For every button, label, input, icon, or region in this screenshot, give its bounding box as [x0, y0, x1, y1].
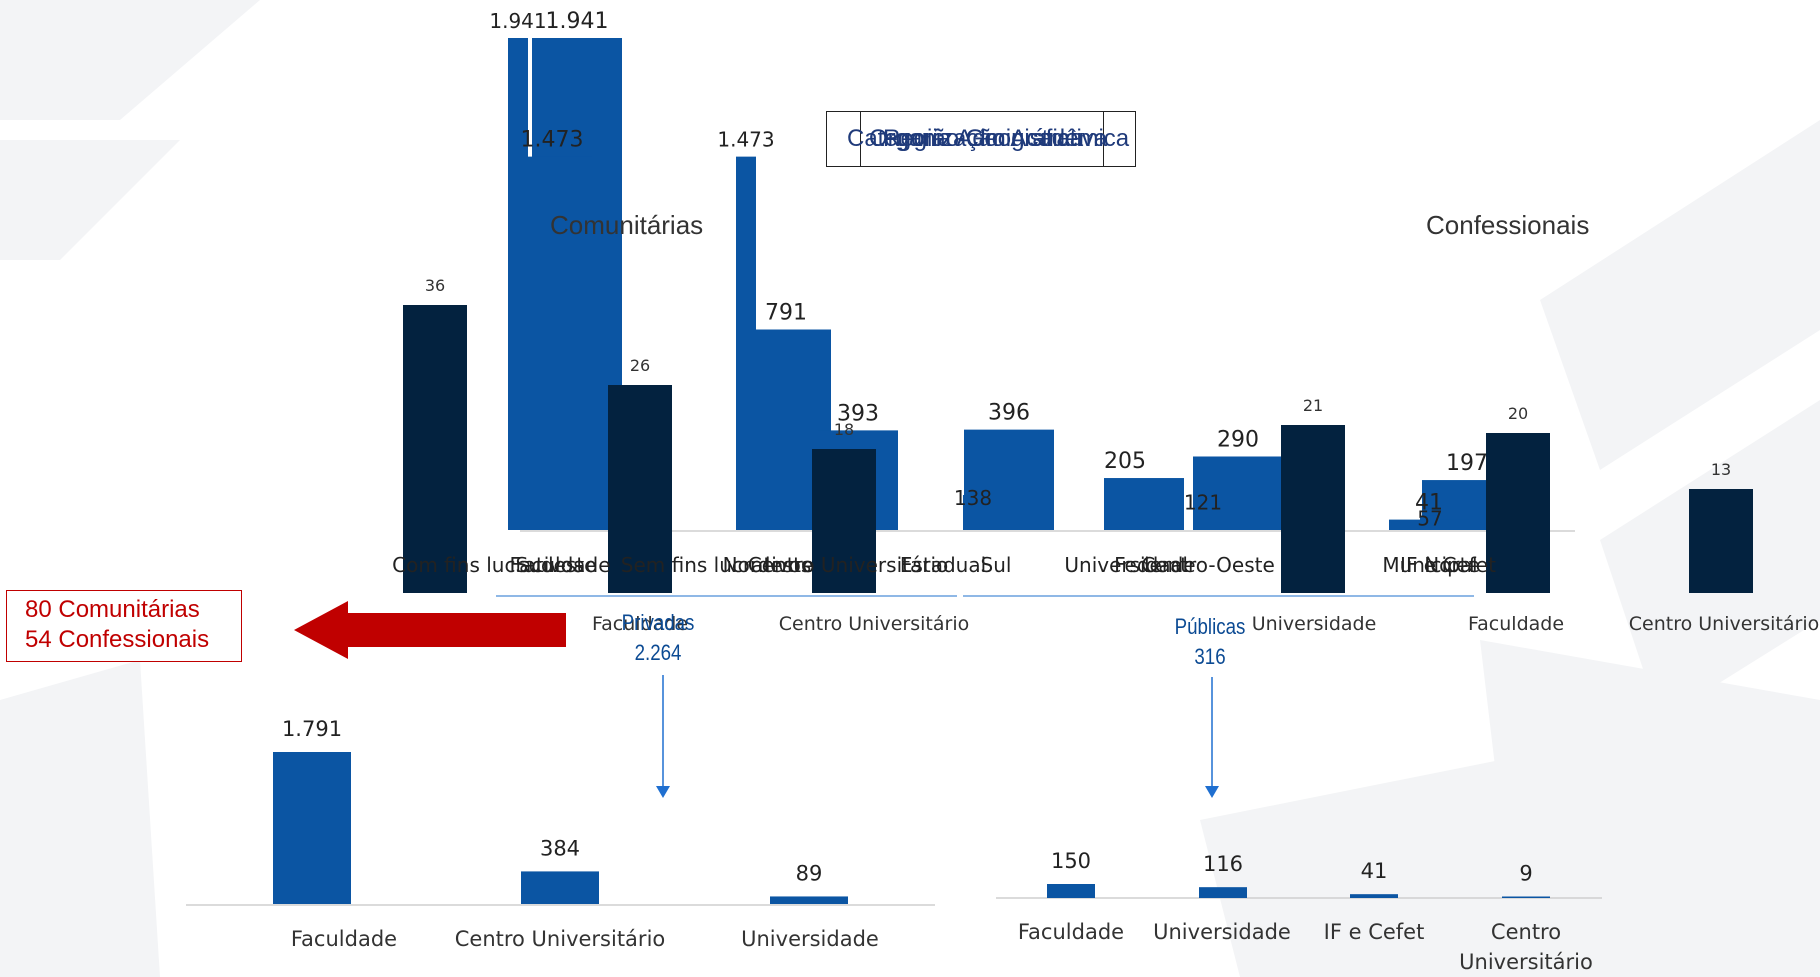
publicas-label: Públicas 316: [1159, 612, 1261, 672]
top-category-label-2-1: Centro Universitário: [748, 553, 949, 577]
confessionais-value-label-2: 13: [1711, 460, 1731, 479]
top-category-label-2-2: Universidade: [1064, 553, 1195, 577]
categoria-value-label-2: 121: [1184, 490, 1222, 514]
arrows: [294, 601, 1219, 798]
top-category-label-0-3: Estadual: [900, 553, 986, 577]
categoria-value-label-0: 1.941: [489, 9, 546, 33]
publicas-value-label-1: 116: [1203, 852, 1243, 876]
publicas-category-label-3b: Universitário: [1459, 950, 1593, 974]
comunitarias-value-label-2: 18: [834, 420, 854, 439]
publicas-bar-0: [1047, 884, 1095, 898]
privadas-bar-2: [770, 896, 848, 904]
confessionais-category-label-2: Centro Universitário: [1629, 613, 1819, 635]
confessionais-category-label-1: Faculdade: [1468, 613, 1564, 635]
confessionais-bar-0: [1281, 425, 1345, 593]
regiao-value-label-0: 1.941: [546, 9, 609, 34]
organizacao-value-label-2: 205: [1104, 449, 1146, 474]
top-category-label-0-1: Sem fins lucrativos: [621, 553, 812, 577]
categoria-value-label-1: 1.473: [717, 128, 774, 152]
regiao-value-label-3: 290: [1217, 427, 1259, 452]
categoria-bar-2: [1193, 499, 1213, 530]
confessionais-value-label-1: 20: [1508, 404, 1528, 423]
categoria-bar-0: [508, 38, 528, 530]
publicas-bar-3: [1502, 896, 1550, 898]
categoria-bar-1: [736, 156, 756, 531]
comunitarias-bar-2: [812, 449, 876, 593]
confessionais-bar-1: [1486, 433, 1550, 593]
legend-title-box: Categoria Administrativa Organização Aca…: [826, 111, 1136, 167]
top-category-label-2-0: Faculdade: [509, 553, 610, 577]
comunitarias-value-label-1: 26: [630, 356, 650, 375]
group-title-confessionais: Confessionais: [1426, 210, 1590, 240]
publicas-value-label-0: 150: [1051, 849, 1091, 873]
legend-title-2: Região Geográfica: [883, 125, 1084, 152]
note-box: 80 Comunitárias 54 Confessionais: [6, 590, 242, 662]
privadas-bar-1: [521, 871, 599, 904]
privadas-value-label-1: 384: [540, 836, 580, 860]
regiao-value-label-1: 791: [765, 300, 807, 325]
top-category-label-1-1: Nordeste: [723, 553, 814, 577]
comunitarias-category-label-2: Centro Universitário: [779, 613, 969, 635]
privadas-bar-0: [273, 752, 351, 904]
red-left-arrow: [294, 601, 566, 659]
privadas-value-label-2: 89: [796, 861, 823, 885]
labels: 1.941 791 396 290 197 1.473 393 205 41 1.941 1.473…: [282, 9, 1819, 974]
privadas-arrow-head: [656, 786, 670, 798]
comunitarias-bar-1: [608, 385, 672, 593]
regiao-value-label-4: 197: [1446, 451, 1488, 476]
legend-title-0: Categoria Administrativa: [847, 125, 1108, 152]
categoria-bar-3: [963, 495, 983, 530]
privadas-category-label-1: Centro Universitário: [455, 927, 666, 951]
top-category-label-2-3: IF e Cefet: [1400, 553, 1496, 577]
privadas-label: Privadas 2.264: [607, 608, 709, 668]
publicas-bar-2: [1350, 894, 1398, 898]
categoria-bar-4: [1420, 515, 1440, 530]
group-title-comunitarias: Comunitárias: [550, 210, 704, 240]
legend-title-1: Organização Acadêmica: [869, 125, 1130, 152]
top-category-label-1-4: Norte: [1424, 553, 1480, 577]
privadas-title: Privadas: [621, 610, 695, 635]
privadas-value-label-0: 1.791: [282, 717, 342, 741]
top-category-label-1-3: Centro-Oeste: [1141, 553, 1275, 577]
confessionais-category-label-0: Universidade: [1252, 613, 1377, 635]
publicas-bar-1: [1199, 887, 1247, 898]
organizacao-value-label-3: 41: [1415, 491, 1443, 516]
axes: [186, 530, 1602, 906]
bars: [273, 38, 1753, 904]
publicas-category-label-0: Faculdade: [1018, 920, 1124, 944]
comunitarias-bar-0: [403, 305, 467, 593]
privadas-category-label-0: Faculdade: [291, 927, 397, 951]
publicas-category-label-2: IF e Cefet: [1324, 920, 1425, 944]
privadas-category-label-2: Universidade: [741, 927, 879, 951]
publicas-title: Públicas: [1174, 614, 1246, 639]
top-category-label-0-2: Federal: [1114, 553, 1188, 577]
comunitarias-category-label-1: Faculdade: [592, 613, 688, 635]
top-category-label-0-4: Municipal: [1382, 553, 1477, 577]
legend-title-inner-box: [860, 111, 1104, 167]
categoria-value-label-4: 57: [1417, 507, 1442, 531]
publicas-value-label-3: 9: [1519, 862, 1532, 886]
organizacao-bar-2: [1104, 478, 1184, 530]
organizacao-value-label-1: 393: [837, 401, 879, 426]
note-line-2: 54 Confessionais: [25, 626, 210, 653]
top-category-label-0-0: Com fins lucrativos: [392, 553, 584, 577]
top-category-label-1-0: Sudeste: [516, 553, 597, 577]
publicas-category-label-1: Universidade: [1153, 920, 1291, 944]
publicas-value-label-2: 41: [1361, 859, 1388, 883]
privadas-total: 2.264: [634, 640, 682, 665]
organizacao-value-label-0: 1.473: [521, 128, 584, 153]
note-line-1: 80 Comunitárias: [25, 596, 200, 623]
confessionais-bar-2: [1689, 489, 1753, 593]
publicas-arrow-head: [1205, 786, 1219, 798]
comunitarias-value-label-0: 36: [425, 276, 445, 295]
categoria-value-label-3: 138: [954, 486, 992, 510]
confessionais-value-label-0: 21: [1303, 396, 1323, 415]
publicas-total: 316: [1194, 644, 1226, 669]
top-category-label-1-2: Sul: [981, 553, 1012, 577]
regiao-value-label-2: 396: [988, 401, 1030, 426]
publicas-category-label-3a: Centro: [1491, 920, 1561, 944]
